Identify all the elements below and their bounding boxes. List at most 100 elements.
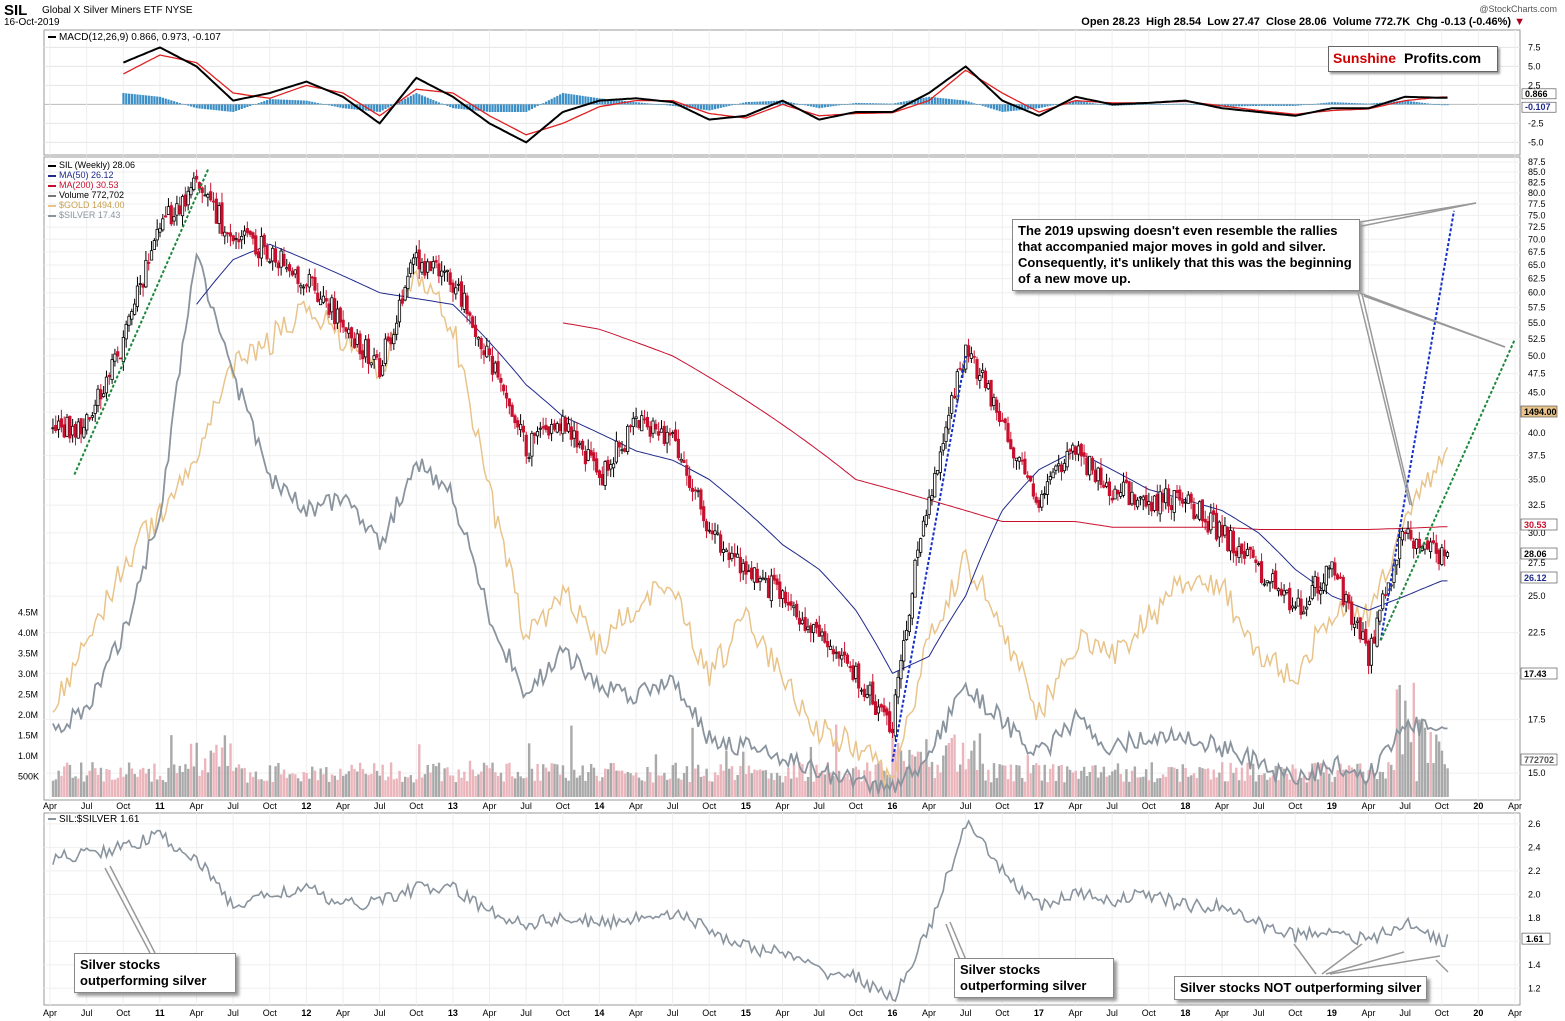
candle-body (147, 261, 151, 264)
volume-bar (451, 775, 455, 797)
candle-body (671, 432, 675, 435)
candle-body (65, 416, 69, 437)
ratio-pointer (1435, 959, 1449, 973)
symbol: SIL (4, 2, 28, 19)
macd-histogram-bar (713, 104, 717, 110)
candle-body (82, 426, 86, 438)
candle-body (135, 285, 140, 308)
candle-body (1096, 467, 1100, 482)
candle-body (1409, 530, 1413, 540)
volume-y-tick: 2.0M (18, 710, 38, 720)
macd-histogram-bar (550, 98, 553, 105)
macd-histogram-bar (578, 95, 581, 105)
candle-body (1110, 497, 1114, 501)
price-y-tick: 75.0 (1528, 210, 1546, 220)
candle-body (549, 424, 554, 434)
candle-body (659, 428, 664, 433)
macd-histogram-bar (226, 104, 229, 112)
ratio-y-tick: 2.6 (1528, 819, 1541, 829)
volume-bar (713, 772, 717, 797)
volume-bar (1339, 763, 1342, 797)
volume-bar (502, 781, 505, 797)
macd-histogram-bar (468, 104, 472, 110)
macd-histogram-bar (1021, 104, 1024, 110)
current-value-text: 1494.00 (1524, 407, 1557, 417)
volume-bar (127, 762, 131, 797)
candle-body (1395, 559, 1399, 566)
macd-histogram-bar (319, 103, 322, 105)
candle-body (1259, 561, 1264, 583)
volume-bar (1170, 767, 1173, 797)
price-x-tick: 14 (594, 801, 604, 811)
volume-bar (525, 777, 528, 797)
volume-bar (677, 778, 680, 797)
candle-body (335, 308, 340, 324)
candle-body (803, 616, 807, 631)
volume-bar (77, 778, 80, 797)
volume-bar (584, 780, 587, 797)
volume-bar (1356, 763, 1359, 797)
volume-bar (1266, 779, 1269, 797)
candle-body (896, 676, 900, 698)
volume-bar (426, 764, 429, 797)
candle-body (1352, 623, 1357, 628)
macd-histogram-bar (139, 94, 142, 105)
volume-bar (516, 771, 520, 797)
macd-histogram-bar (646, 103, 649, 105)
price-y-tick: 50.0 (1528, 351, 1546, 361)
volume-bar (589, 764, 593, 797)
candle-body (1313, 576, 1317, 588)
volume-bar (370, 773, 373, 797)
macd-histogram-bar (1249, 104, 1252, 107)
candle-body (285, 267, 289, 270)
price-x-tick: 16 (887, 801, 897, 811)
volume-bar (240, 768, 243, 797)
legend-swatch (48, 184, 56, 187)
macd-histogram-bar (635, 102, 638, 105)
candle-body (651, 420, 655, 434)
candle-body (1085, 457, 1089, 475)
candle-body (735, 553, 740, 558)
volume-bar (1319, 763, 1323, 797)
volume-bar (288, 774, 291, 797)
volume-bar (513, 778, 517, 797)
volume-bar (178, 765, 182, 797)
candle-body (699, 489, 703, 510)
macd-histogram-bar (1311, 104, 1314, 105)
ratio-x-tick: Jul (813, 1008, 825, 1018)
candle-body (924, 515, 928, 525)
volume-bar (460, 777, 463, 797)
candle-body (975, 359, 979, 379)
macd-histogram-bar (173, 101, 176, 105)
volume-bar (446, 767, 449, 797)
macd-histogram-bar (683, 104, 686, 108)
macd-histogram-bar (384, 104, 387, 110)
candle-body (966, 345, 971, 357)
candle-body (448, 272, 452, 285)
candle-body (1164, 488, 1168, 504)
volume-bar (181, 771, 184, 797)
volume-bar (350, 764, 353, 797)
macd-histogram-bar (418, 94, 421, 105)
candle-body (1327, 567, 1331, 570)
candle-body (462, 292, 466, 310)
volume-bar (547, 771, 551, 797)
candle-body (1358, 617, 1362, 640)
volume-bar (637, 777, 641, 797)
volume-bar (654, 754, 658, 797)
macd-histogram-bar (1280, 104, 1283, 106)
macd-histogram-bar (761, 101, 765, 105)
macd-histogram-bar (1037, 104, 1041, 109)
volume-y-tick: 500K (18, 772, 39, 782)
candle-body (488, 348, 492, 356)
volume-bar (663, 772, 666, 797)
volume-bar (908, 749, 911, 797)
candle-body (679, 458, 683, 462)
macd-histogram-bar (254, 104, 257, 105)
candle-body (992, 396, 996, 406)
candle-body (724, 549, 728, 552)
macd-histogram-bar (1274, 104, 1277, 106)
macd-histogram-bar (516, 104, 519, 112)
candle-body (479, 338, 483, 350)
candle-body (304, 284, 309, 287)
